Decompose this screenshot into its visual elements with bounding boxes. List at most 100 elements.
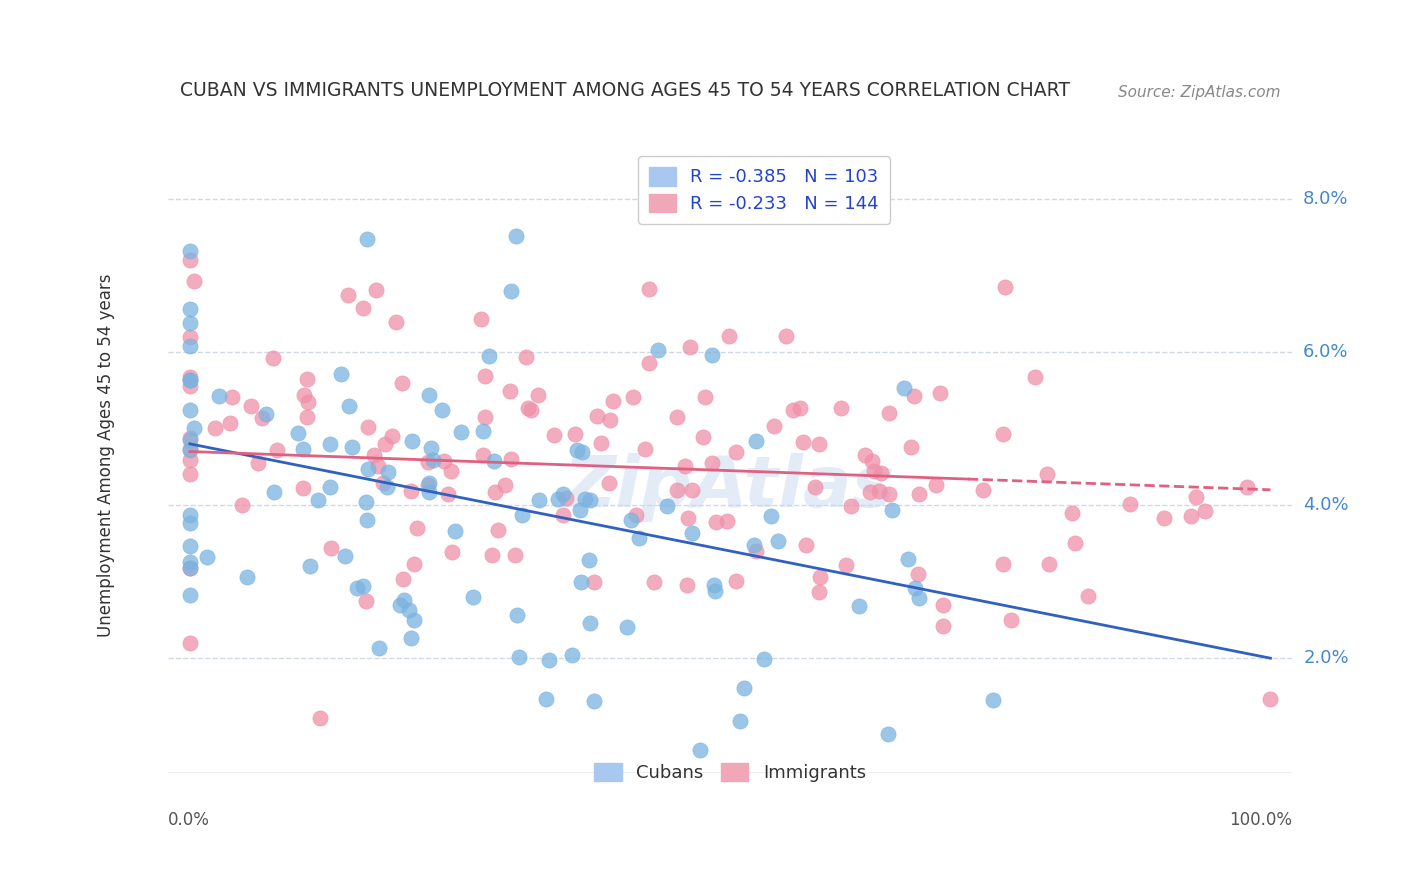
- Point: [450, 425, 472, 440]
- Point: [179, 373, 201, 387]
- Point: [543, 428, 565, 442]
- Point: [551, 487, 574, 501]
- Point: [377, 466, 399, 480]
- Point: [481, 548, 503, 562]
- Point: [401, 484, 423, 499]
- Point: [309, 711, 332, 725]
- Point: [298, 559, 321, 574]
- Point: [880, 503, 903, 517]
- Point: [179, 453, 201, 467]
- Point: [474, 409, 496, 424]
- Point: [254, 407, 277, 421]
- Text: Unemployment Among Ages 45 to 54 years: Unemployment Among Ages 45 to 54 years: [97, 274, 115, 637]
- Point: [195, 549, 218, 564]
- Point: [508, 649, 530, 664]
- Point: [297, 371, 319, 385]
- Point: [374, 437, 396, 451]
- Point: [505, 229, 527, 244]
- Point: [329, 368, 352, 382]
- Point: [782, 403, 804, 417]
- Point: [179, 636, 201, 650]
- Point: [478, 349, 501, 363]
- Text: ZipAtlas: ZipAtlas: [564, 452, 896, 522]
- Point: [972, 483, 994, 498]
- Point: [808, 570, 831, 584]
- Point: [506, 608, 529, 623]
- Point: [418, 455, 440, 469]
- Point: [1024, 370, 1046, 384]
- Point: [179, 508, 201, 522]
- Point: [381, 428, 404, 442]
- Point: [231, 498, 253, 512]
- Point: [291, 442, 314, 456]
- Point: [179, 539, 201, 553]
- Point: [402, 613, 425, 627]
- Point: [512, 508, 534, 522]
- Point: [179, 339, 201, 353]
- Point: [356, 232, 378, 246]
- Point: [704, 515, 727, 529]
- Text: 6.0%: 6.0%: [1303, 343, 1348, 361]
- Point: [292, 481, 315, 495]
- Point: [877, 727, 900, 741]
- Point: [907, 567, 929, 582]
- Point: [681, 483, 703, 498]
- Point: [375, 480, 398, 494]
- Point: [579, 493, 602, 508]
- Point: [744, 544, 766, 558]
- Point: [336, 288, 359, 302]
- Point: [307, 493, 329, 508]
- Point: [179, 316, 201, 330]
- Point: [1153, 511, 1175, 525]
- Point: [638, 356, 661, 370]
- Text: 2.0%: 2.0%: [1303, 649, 1348, 667]
- Point: [804, 480, 827, 494]
- Point: [516, 401, 538, 416]
- Point: [179, 442, 201, 457]
- Point: [860, 454, 883, 468]
- Point: [420, 442, 443, 456]
- Point: [830, 401, 852, 415]
- Point: [401, 434, 423, 448]
- Point: [319, 541, 342, 556]
- Point: [179, 244, 201, 258]
- Point: [673, 458, 696, 473]
- Point: [342, 441, 364, 455]
- Point: [250, 410, 273, 425]
- Point: [179, 402, 201, 417]
- Point: [354, 495, 377, 509]
- Point: [392, 592, 415, 607]
- Point: [693, 390, 716, 404]
- Point: [236, 569, 259, 583]
- Point: [1063, 535, 1085, 549]
- Point: [352, 579, 374, 593]
- Point: [794, 538, 817, 552]
- Point: [579, 615, 602, 630]
- Point: [582, 694, 605, 708]
- Point: [681, 526, 703, 541]
- Point: [486, 524, 509, 538]
- Point: [807, 584, 830, 599]
- Point: [537, 653, 560, 667]
- Point: [356, 593, 378, 607]
- Point: [179, 516, 201, 530]
- Point: [484, 485, 506, 500]
- Point: [602, 393, 624, 408]
- Point: [263, 485, 285, 500]
- Point: [179, 373, 201, 387]
- Point: [221, 390, 243, 404]
- Point: [346, 581, 368, 595]
- Point: [870, 467, 893, 481]
- Point: [183, 421, 205, 435]
- Point: [993, 557, 1015, 571]
- Point: [433, 453, 456, 467]
- Point: [598, 475, 620, 490]
- Point: [367, 458, 389, 473]
- Point: [499, 384, 522, 399]
- Point: [406, 521, 429, 535]
- Point: [183, 274, 205, 288]
- Point: [179, 330, 201, 344]
- Point: [399, 631, 422, 645]
- Point: [700, 456, 723, 470]
- Point: [499, 451, 522, 466]
